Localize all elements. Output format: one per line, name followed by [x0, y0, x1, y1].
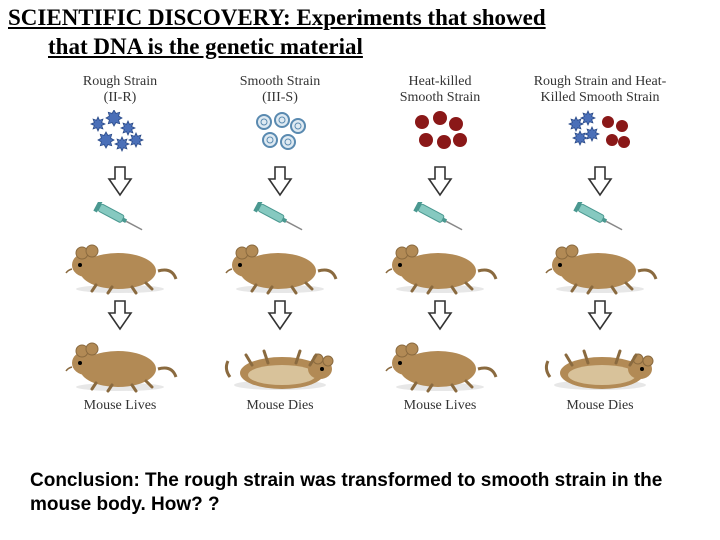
mouse-injected-icon: [540, 236, 660, 296]
column-header: Rough Strain(II-R): [83, 72, 157, 108]
page-title: SCIENTIFIC DISCOVERY: Experiments that s…: [0, 0, 720, 64]
arrow-down-icon: [583, 164, 617, 198]
column-mixed: Rough Strain and Heat-Killed Smooth Stra…: [520, 72, 680, 414]
column-rough: Rough Strain(II-R): [40, 72, 200, 414]
title-line-1: SCIENTIFIC DISCOVERY: Experiments that s…: [8, 5, 546, 30]
title-line-2: that DNA is the genetic material: [8, 34, 363, 59]
mouse-dead-icon: [220, 334, 340, 394]
syringe-icon: [571, 200, 629, 236]
column-header: Rough Strain and Heat-Killed Smooth Stra…: [534, 72, 667, 108]
mouse-alive-icon: [60, 334, 180, 394]
arrow-down-icon: [423, 164, 457, 198]
column-header: Heat-killedSmooth Strain: [400, 72, 481, 108]
outcome-label: Mouse Dies: [566, 398, 633, 414]
arrow-down-icon: [263, 298, 297, 332]
outcome-label: Mouse Dies: [246, 398, 313, 414]
syringe-icon: [91, 200, 149, 236]
arrow-down-icon: [263, 164, 297, 198]
mouse-dead-icon: [540, 334, 660, 394]
strain-cells-icon: [88, 110, 152, 162]
conclusion-text: Conclusion: The rough strain was transfo…: [30, 469, 690, 518]
column-smooth: Smooth Strain(III-S): [200, 72, 360, 414]
arrow-down-icon: [423, 298, 457, 332]
mouse-injected-icon: [220, 236, 340, 296]
outcome-label: Mouse Lives: [404, 398, 477, 414]
arrow-down-icon: [103, 298, 137, 332]
arrow-down-icon: [583, 298, 617, 332]
arrow-down-icon: [103, 164, 137, 198]
mouse-alive-icon: [380, 334, 500, 394]
outcome-label: Mouse Lives: [84, 398, 157, 414]
strain-cells-icon: [248, 110, 312, 162]
syringe-icon: [411, 200, 469, 236]
syringe-icon: [251, 200, 309, 236]
strain-cells-icon: [568, 110, 632, 162]
mouse-injected-icon: [60, 236, 180, 296]
strain-cells-icon: [408, 110, 472, 162]
column-heatkilled: Heat-killedSmooth Strain: [360, 72, 520, 414]
mouse-injected-icon: [380, 236, 500, 296]
column-header: Smooth Strain(III-S): [240, 72, 321, 108]
experiment-grid: Rough Strain(II-R): [0, 72, 720, 414]
